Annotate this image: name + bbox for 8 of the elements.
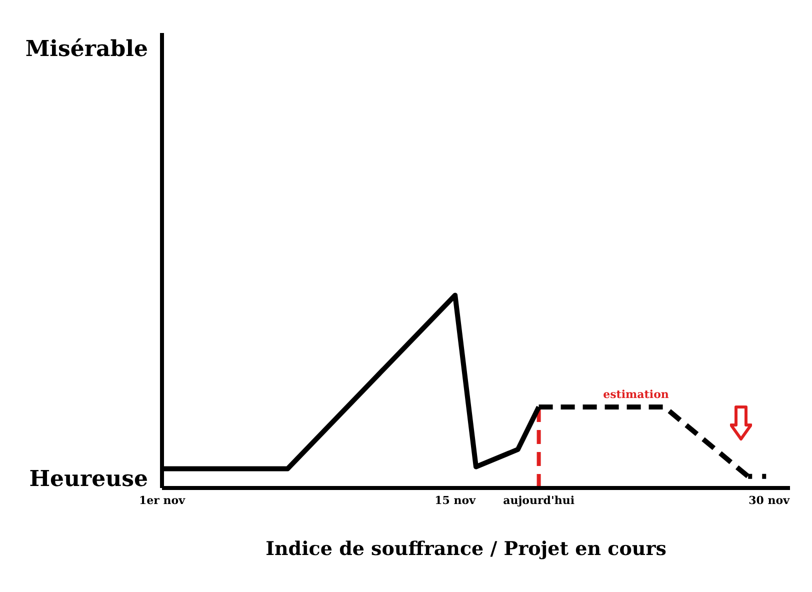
x-tick-label: 30 nov xyxy=(748,494,790,507)
annotation: estimation xyxy=(602,388,670,401)
x-tick-label: aujourd'hui xyxy=(503,494,575,507)
text: Heureuse xyxy=(28,466,148,492)
x-tick-label: 1er nov xyxy=(138,494,186,507)
text: Misérable xyxy=(24,36,148,62)
x-axis-title: Indice de souffrance / Projet en cours xyxy=(264,538,668,560)
x-tick-label: 15 nov xyxy=(434,494,476,507)
